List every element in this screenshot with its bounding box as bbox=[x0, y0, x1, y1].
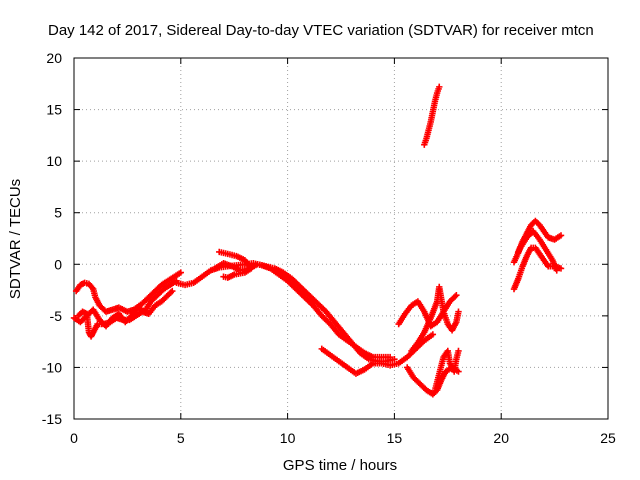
plot-frame bbox=[73, 57, 609, 420]
y-tick-label: -10 bbox=[42, 359, 62, 375]
y-tick-label: 10 bbox=[46, 153, 62, 169]
data-series bbox=[70, 83, 565, 398]
data-point bbox=[429, 331, 437, 338]
x-tick-label: 0 bbox=[70, 430, 78, 446]
data-point bbox=[220, 273, 227, 280]
x-tick-label: 5 bbox=[177, 430, 185, 446]
data-point bbox=[453, 292, 460, 299]
x-tick-label: 10 bbox=[280, 430, 296, 446]
series-arc-11 bbox=[431, 347, 462, 394]
data-point bbox=[553, 267, 560, 274]
data-point bbox=[455, 347, 462, 355]
series-arc-2 bbox=[72, 269, 184, 315]
x-tick-label: 25 bbox=[600, 430, 616, 446]
y-tick-label: 20 bbox=[46, 50, 62, 66]
y-tick-label: 15 bbox=[46, 102, 62, 118]
x-tick-label: 20 bbox=[493, 430, 509, 446]
data-point bbox=[455, 308, 462, 315]
data-point bbox=[169, 287, 176, 295]
data-point bbox=[177, 269, 184, 276]
series-arc-12 bbox=[421, 83, 443, 148]
y-tick-label: -15 bbox=[42, 411, 62, 427]
y-tick-label: 5 bbox=[54, 205, 62, 221]
series-arc-10 bbox=[408, 283, 462, 355]
series-arc-15 bbox=[510, 228, 560, 274]
series-arc-5 bbox=[211, 260, 398, 365]
grid-lines bbox=[74, 58, 608, 419]
series-arc-13 bbox=[510, 244, 565, 293]
x-axis-label: GPS time / hours bbox=[283, 457, 397, 474]
chart-title: Day 142 of 2017, Sidereal Day-to-day VTE… bbox=[48, 22, 594, 39]
axis-ticks: 0 5 10 15 20 25 -15 -10 -5 0 5 10 15 20 bbox=[42, 50, 616, 446]
series-arc-3 bbox=[75, 287, 176, 340]
y-tick-label: -5 bbox=[50, 308, 63, 324]
x-tick-label: 15 bbox=[387, 430, 403, 446]
data-point bbox=[557, 232, 565, 239]
data-point bbox=[451, 293, 459, 300]
y-tick-label: 0 bbox=[54, 256, 62, 272]
series-arc-6 bbox=[216, 248, 255, 281]
y-axis-label: SDTVAR / TECUs bbox=[7, 179, 24, 299]
series-arc-7 bbox=[318, 331, 437, 377]
data-point bbox=[436, 83, 443, 91]
data-point bbox=[88, 284, 96, 291]
